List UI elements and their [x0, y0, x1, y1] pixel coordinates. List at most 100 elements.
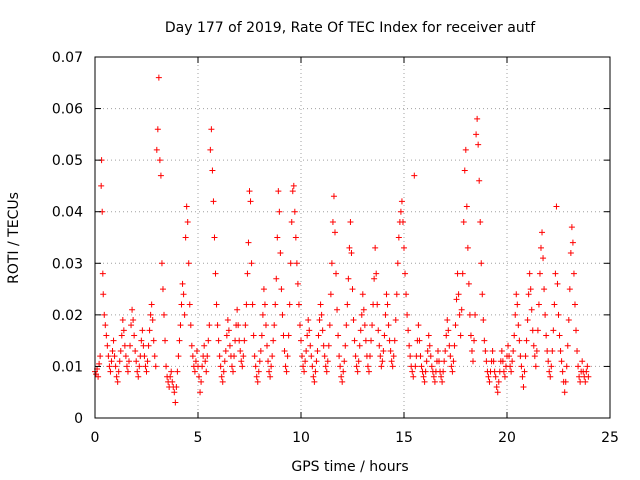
data-point [193, 358, 199, 364]
data-point [217, 353, 223, 359]
data-point [303, 348, 309, 354]
data-point [528, 286, 534, 292]
data-point [485, 374, 491, 380]
data-point [358, 327, 364, 333]
data-point [520, 384, 526, 390]
data-point [377, 353, 383, 359]
data-point [533, 363, 539, 369]
y-tick-label: 0 [74, 411, 83, 427]
data-point [297, 322, 303, 328]
data-point [517, 353, 523, 359]
data-point [466, 281, 472, 287]
data-point [361, 307, 367, 313]
data-point [177, 322, 183, 328]
data-point [129, 307, 135, 313]
data-point [243, 302, 249, 308]
data-point [512, 312, 518, 318]
data-point [423, 369, 429, 375]
data-point [552, 271, 558, 277]
data-point [267, 374, 273, 380]
data-point [348, 250, 354, 256]
data-point [328, 291, 334, 297]
data-point [393, 317, 399, 323]
data-point [382, 312, 388, 318]
data-point [184, 204, 190, 210]
data-point [465, 245, 471, 251]
data-point [331, 193, 337, 199]
data-point [366, 369, 372, 375]
data-point [320, 327, 326, 333]
data-point [292, 209, 298, 215]
data-point [161, 312, 167, 318]
data-point [389, 358, 395, 364]
data-point [557, 332, 563, 338]
y-tick-label: 0.06 [52, 102, 83, 118]
data-point [284, 369, 290, 375]
data-point [354, 363, 360, 369]
data-point [461, 219, 467, 225]
data-point [112, 353, 118, 359]
data-point [445, 327, 451, 333]
data-point [140, 343, 146, 349]
data-point [234, 307, 240, 313]
data-point [154, 147, 160, 153]
data-point [139, 327, 145, 333]
data-point [107, 369, 113, 375]
data-point [299, 353, 305, 359]
data-point [464, 204, 470, 210]
data-point [439, 379, 445, 385]
data-point [527, 271, 533, 277]
data-point [406, 343, 412, 349]
data-point [98, 183, 104, 189]
data-point [478, 260, 484, 266]
data-point [492, 369, 498, 375]
data-point [479, 291, 485, 297]
data-point [524, 338, 530, 344]
data-point [422, 379, 428, 385]
data-point [236, 338, 242, 344]
data-point [227, 343, 233, 349]
data-point [210, 198, 216, 204]
data-point [279, 312, 285, 318]
data-point [536, 302, 542, 308]
data-point [151, 338, 157, 344]
y-tick-label: 0.02 [52, 308, 83, 324]
data-point [329, 260, 335, 266]
data-point [447, 353, 453, 359]
data-point [168, 369, 174, 375]
data-point [532, 353, 538, 359]
data-point [372, 245, 378, 251]
data-point [226, 327, 232, 333]
data-point [278, 286, 284, 292]
data-point [495, 389, 501, 395]
data-point [240, 353, 246, 359]
data-point [239, 363, 245, 369]
data-point [446, 343, 452, 349]
data-point [145, 358, 151, 364]
data-point [313, 358, 319, 364]
data-point [113, 363, 119, 369]
data-point [545, 358, 551, 364]
data-point [394, 291, 400, 297]
data-point [392, 338, 398, 344]
data-point [514, 302, 520, 308]
data-point [230, 369, 236, 375]
data-point [289, 219, 295, 225]
data-point [314, 348, 320, 354]
data-point [534, 348, 540, 354]
y-tick-label: 0.04 [52, 205, 83, 221]
data-point [515, 322, 521, 328]
data-point [426, 332, 432, 338]
data-point [324, 369, 330, 375]
data-point [343, 322, 349, 328]
data-point [525, 317, 531, 323]
data-point [346, 245, 352, 251]
data-point [462, 167, 468, 173]
data-point [326, 343, 332, 349]
data-point [274, 235, 280, 241]
data-point [225, 317, 231, 323]
y-tick-label: 0.03 [52, 256, 83, 272]
data-point [582, 379, 588, 385]
data-point [371, 276, 377, 282]
data-point [271, 322, 277, 328]
